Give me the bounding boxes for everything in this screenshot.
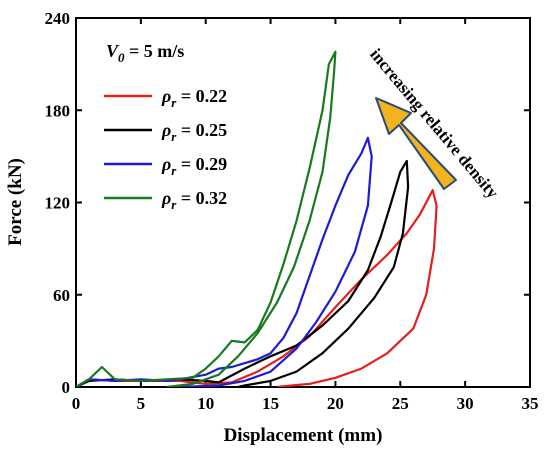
- x-tick-label: 10: [197, 394, 214, 413]
- x-tick-label: 25: [392, 394, 409, 413]
- y-axis-title: Force (kN): [5, 158, 26, 246]
- x-axis-ticks: 0 5 10 15 20 25 30 35: [72, 18, 539, 413]
- legend-items: ρr = 0.22 ρr = 0.25 ρr = 0.29 ρr = 0.32: [104, 86, 227, 212]
- y-tick-label: 180: [45, 101, 71, 120]
- x-axis-title: Displacement (mm): [224, 425, 383, 446]
- legend-label-4: ρr = 0.32: [161, 188, 227, 212]
- plot-area: [75, 17, 531, 388]
- y-tick-label: 0: [62, 378, 71, 397]
- x-tick-label: 35: [522, 394, 539, 413]
- series-line-4: [76, 50, 337, 387]
- series-line-2: [76, 159, 410, 387]
- y-tick-label: 240: [45, 9, 71, 28]
- curves: [76, 50, 438, 387]
- x-tick-label: 15: [262, 394, 279, 413]
- legend-label-1: ρr = 0.22: [161, 86, 227, 110]
- y-tick-label: 60: [53, 286, 70, 305]
- x-tick-label: 30: [457, 394, 474, 413]
- series-line-1: [76, 189, 438, 387]
- legend-label-2: ρr = 0.25: [161, 120, 227, 144]
- x-tick-label: 0: [72, 394, 81, 413]
- x-tick-label: 20: [327, 394, 344, 413]
- legend-title: V0 = 5 m/s: [106, 41, 184, 65]
- increasing-density-arrow: [375, 97, 457, 190]
- increasing-density-annotation: increasing relative density: [366, 45, 502, 203]
- y-tick-label: 120: [45, 194, 71, 213]
- legend-label-3: ρr = 0.29: [161, 154, 227, 178]
- x-tick-label: 5: [137, 394, 146, 413]
- y-axis-ticks: 0 60 120 180 240: [45, 9, 530, 397]
